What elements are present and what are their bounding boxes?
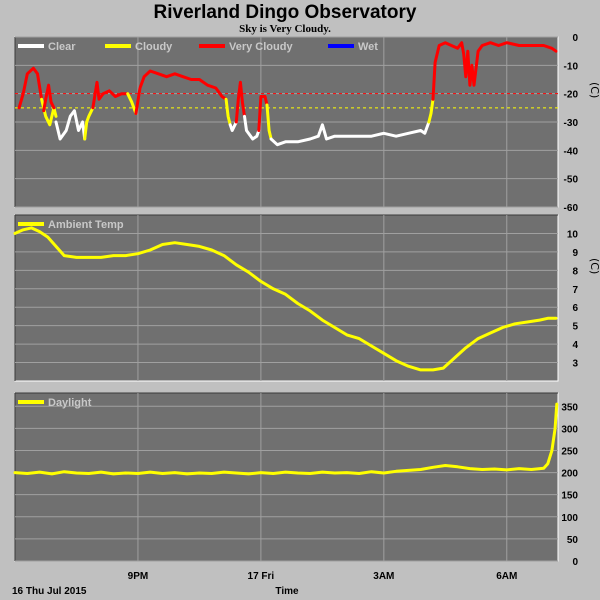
sky-y-tick-label: -10 bbox=[564, 61, 579, 72]
sky-legend-label: Wet bbox=[358, 41, 378, 53]
ambient-series-line bbox=[13, 226, 558, 372]
ambient-y-axis-label: (C) bbox=[588, 258, 600, 274]
sky-series-line bbox=[243, 114, 261, 141]
daylight-y-tick-label: 0 bbox=[572, 557, 578, 568]
ambient-panel: 3 4 5 6 7 8 9 10 (C) Ambient Temp bbox=[13, 214, 600, 382]
sky-series-line bbox=[257, 95, 269, 132]
ambient-plot-area bbox=[14, 214, 559, 382]
x-axis-title: Time bbox=[275, 586, 299, 597]
daylight-y-tick-label: 250 bbox=[561, 446, 578, 457]
daylight-plot-area bbox=[14, 392, 559, 562]
sky-series-line bbox=[83, 106, 95, 141]
daylight-y-tick-label: 300 bbox=[561, 424, 578, 435]
sky-series-line bbox=[269, 120, 431, 147]
sky-series-line bbox=[427, 97, 435, 124]
daylight-y-tick-label: 350 bbox=[561, 402, 578, 413]
ambient-y-tick-label: 4 bbox=[572, 340, 578, 351]
sky-series-line bbox=[228, 120, 238, 132]
sky-legend-label: Clear bbox=[48, 41, 76, 53]
sky-series-line bbox=[134, 69, 228, 115]
sky-series-line bbox=[17, 66, 44, 110]
ambient-y-tick-label: 7 bbox=[572, 285, 578, 296]
daylight-y-tick-label: 100 bbox=[561, 513, 578, 524]
sky-y-tick-label: -60 bbox=[564, 203, 579, 214]
daylight-y-tick-label: 150 bbox=[561, 491, 578, 502]
sky-series-line bbox=[234, 80, 246, 124]
sky-series-line bbox=[126, 92, 138, 115]
sky-series-line bbox=[54, 109, 87, 141]
sky-panel: 0 -10 -20 -30 -40 -50 -60 (C) Clear Cloudy Very Cl… bbox=[14, 33, 600, 214]
sky-legend-label: Very Cloudy bbox=[229, 41, 293, 53]
sky-legend-label: Cloudy bbox=[135, 41, 173, 53]
daylight-panel: 9PM 17 Fri 3AM 6AM 0 50 100 150 200 250 300 350 Dayl… bbox=[13, 392, 579, 582]
sky-y-tick-label: -30 bbox=[564, 118, 579, 129]
x-tick-label: 3AM bbox=[373, 571, 394, 582]
daylight-y-tick-label: 200 bbox=[561, 469, 578, 480]
sky-series-line bbox=[91, 80, 130, 110]
ambient-y-tick-label: 6 bbox=[572, 303, 578, 314]
ambient-legend-label: Ambient Temp bbox=[48, 219, 124, 231]
chart-panels: 0 -10 -20 -30 -40 -50 -60 (C) Clear Cloudy Very Cl… bbox=[13, 33, 600, 582]
sky-y-axis-label: (C) bbox=[588, 82, 600, 98]
chart-title: Riverland Dingo Observatory bbox=[154, 2, 417, 23]
sky-series-line bbox=[265, 103, 273, 141]
ambient-y-tick-label: 3 bbox=[572, 359, 578, 370]
chart-subtitle: Sky is Very Cloudy. bbox=[239, 23, 331, 35]
sky-y-tick-label: -50 bbox=[564, 175, 579, 186]
ambient-y-tick-label: 8 bbox=[572, 266, 578, 277]
daylight-y-tick-label: 50 bbox=[567, 535, 579, 546]
daylight-series-line bbox=[13, 402, 559, 476]
sky-series-line bbox=[431, 41, 558, 101]
ambient-y-tick-label: 9 bbox=[572, 248, 578, 259]
x-tick-label: 9PM bbox=[128, 571, 149, 582]
x-tick-label: 6AM bbox=[496, 571, 517, 582]
daylight-legend-label: Daylight bbox=[48, 397, 92, 409]
sky-y-tick-label: -20 bbox=[564, 90, 579, 101]
ambient-y-tick-label: 5 bbox=[572, 322, 578, 333]
sky-series-line bbox=[224, 97, 232, 127]
sky-series-line bbox=[42, 83, 56, 113]
x-tick-label: 17 Fri bbox=[248, 571, 275, 582]
sky-y-tick-label: 0 bbox=[572, 33, 578, 44]
ambient-y-tick-label: 10 bbox=[567, 229, 579, 240]
footer-date-label: 16 Thu Jul 2015 bbox=[12, 586, 87, 597]
sky-y-tick-label: -40 bbox=[564, 146, 579, 157]
